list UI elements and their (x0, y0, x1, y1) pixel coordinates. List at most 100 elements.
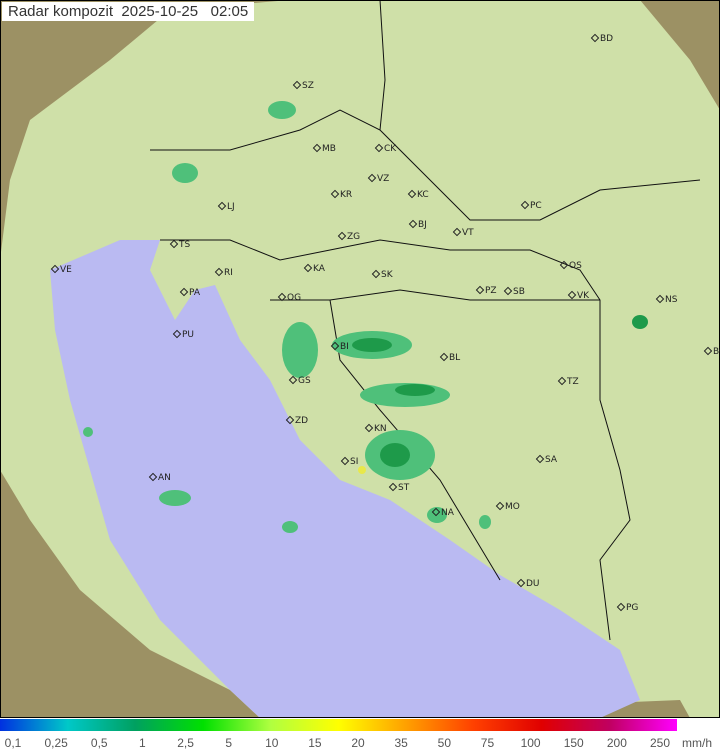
city-label: PG (626, 603, 639, 613)
city-marker-mb: MB (312, 143, 336, 154)
legend-label: 35 (394, 736, 408, 750)
city-marker-pc: PC (520, 200, 542, 211)
diamond-icon (169, 239, 179, 249)
city-label: RI (224, 268, 233, 278)
diamond-icon (516, 578, 526, 588)
diamond-icon (292, 80, 302, 90)
diamond-icon (407, 189, 417, 199)
city-label: KC (417, 190, 429, 200)
city-label: SK (381, 270, 393, 280)
legend-label: 5 (225, 736, 232, 750)
legend-label: 20 (351, 736, 365, 750)
city-label: DU (526, 579, 540, 589)
diamond-icon (452, 227, 462, 237)
city-label: VT (462, 228, 474, 238)
diamond-icon (439, 352, 449, 362)
city-marker-mo: MO (495, 501, 520, 512)
title-time: 02:05 (210, 3, 249, 20)
diamond-icon (503, 286, 513, 296)
city-label: PZ (485, 286, 497, 296)
diamond-icon (535, 454, 545, 464)
city-label: VK (577, 291, 590, 301)
city-marker-ri: RI (214, 267, 233, 278)
diamond-icon (50, 264, 60, 274)
city-label: BD (600, 34, 614, 44)
diamond-icon (172, 329, 182, 339)
legend-label: 75 (480, 736, 495, 750)
city-marker-bg: BG (703, 346, 720, 357)
city-marker-sz: SZ (292, 80, 314, 91)
diamond-icon (557, 376, 567, 386)
diamond-icon (559, 260, 569, 270)
city-marker-bl: BL (439, 352, 461, 363)
city-marker-zd: ZD (285, 415, 308, 426)
city-label: TZ (567, 377, 579, 387)
city-marker-st: ST (388, 482, 409, 493)
city-marker-bd: BD (590, 33, 614, 44)
radar-map (0, 0, 720, 718)
city-label: SZ (302, 81, 314, 91)
city-label: MB (322, 144, 336, 154)
diamond-icon (312, 143, 322, 153)
city-marker-sb: SB (503, 286, 525, 297)
city-label: NA (441, 508, 454, 518)
city-label: BI (340, 342, 349, 352)
city-label: KR (340, 190, 353, 200)
legend-label: 200 (606, 736, 627, 750)
city-label: KA (313, 264, 325, 274)
diamond-icon (214, 267, 224, 277)
city-marker-an: AN (148, 472, 171, 483)
city-label: NS (665, 295, 678, 305)
city-label: PC (530, 201, 542, 211)
diamond-icon (364, 423, 374, 433)
city-label: LJ (227, 202, 235, 212)
map-title: Radar kompozit 2025-10-25 02:05 (2, 2, 255, 21)
diamond-icon (277, 292, 287, 302)
city-label: TS (179, 240, 191, 250)
diamond-icon (303, 263, 313, 273)
diamond-icon (616, 602, 626, 612)
city-label: BJ (418, 220, 427, 230)
diamond-icon (371, 269, 381, 279)
legend-label: 250 (649, 736, 671, 750)
diamond-icon (495, 501, 505, 511)
diamond-icon (330, 341, 340, 351)
legend-label: 2,5 (177, 736, 194, 750)
city-label: OS (569, 261, 582, 271)
diamond-icon (285, 415, 295, 425)
diamond-icon (330, 189, 340, 199)
city-marker-ka: KA (303, 263, 325, 274)
city-label: AN (158, 473, 171, 483)
legend-label: 50 (437, 736, 452, 750)
city-marker-bj: BJ (408, 219, 427, 230)
city-marker-pu: PU (172, 329, 194, 340)
diamond-icon (337, 231, 347, 241)
city-marker-vz: VZ (367, 173, 389, 184)
city-marker-kr: KR (330, 189, 353, 200)
diamond-icon (217, 201, 227, 211)
city-label: BL (449, 353, 461, 363)
legend-label: 0,5 (90, 736, 108, 750)
city-marker-ck: CK (374, 143, 396, 154)
city-marker-ns: NS (655, 294, 678, 305)
diamond-icon (408, 219, 418, 229)
legend-label: 150 (563, 736, 584, 750)
diamond-icon (288, 375, 298, 385)
legend-unit: mm/h (682, 736, 712, 750)
city-marker-ts: TS (169, 239, 191, 250)
diamond-icon (431, 507, 441, 517)
city-label: VE (60, 265, 72, 275)
city-marker-og: OG (277, 292, 301, 303)
legend-label: 10 (265, 736, 279, 750)
diamond-icon (703, 346, 713, 356)
legend-label: 15 (308, 736, 322, 750)
city-label: PA (189, 288, 201, 298)
city-marker-du: DU (516, 578, 540, 589)
city-label: SA (545, 455, 558, 465)
city-marker-ve: VE (50, 264, 72, 275)
diamond-icon (475, 285, 485, 295)
city-marker-kc: KC (407, 189, 429, 200)
legend-label: 100 (520, 736, 541, 750)
diamond-icon (340, 456, 350, 466)
